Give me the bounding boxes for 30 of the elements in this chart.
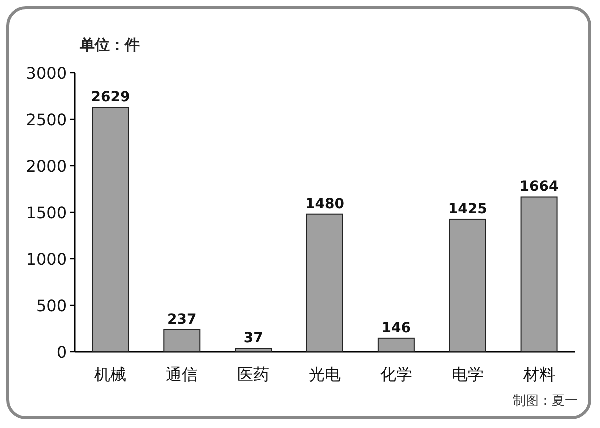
x-tick-label: 机械 <box>94 365 127 384</box>
y-tick-label: 2000 <box>26 157 67 176</box>
bar <box>92 107 130 352</box>
x-tick-label: 化学 <box>380 365 412 384</box>
bar <box>164 329 201 352</box>
y-tick-label: 2500 <box>26 110 67 130</box>
y-tick-label: 1500 <box>26 204 67 222</box>
data-label: 1425 <box>448 201 488 218</box>
bar <box>449 218 486 352</box>
bar <box>235 348 272 352</box>
y-tick-label: 1000 <box>26 250 67 269</box>
x-tick-label: 医药 <box>238 365 270 384</box>
data-label: 146 <box>382 320 412 336</box>
data-label: 2629 <box>91 90 130 106</box>
data-label: 237 <box>168 312 197 328</box>
data-label: 1664 <box>520 179 560 196</box>
text: 制图：夏一 <box>513 394 578 409</box>
bar <box>306 214 344 352</box>
x-tick-label: 材料 <box>522 365 556 384</box>
x-tick-label: 光电 <box>309 365 341 384</box>
y-tick-label: 3000 <box>26 64 67 83</box>
data-label: 37 <box>244 330 264 347</box>
y-tick-label: 0 <box>56 343 67 362</box>
data-label: 1480 <box>306 196 345 212</box>
bar <box>378 338 415 352</box>
x-tick-label: 通信 <box>166 365 198 384</box>
bar <box>520 196 558 352</box>
y-tick-label: 500 <box>36 296 67 316</box>
x-tick-label: 电学 <box>452 365 484 384</box>
y-axis-title: 单位：件 <box>79 36 140 54</box>
